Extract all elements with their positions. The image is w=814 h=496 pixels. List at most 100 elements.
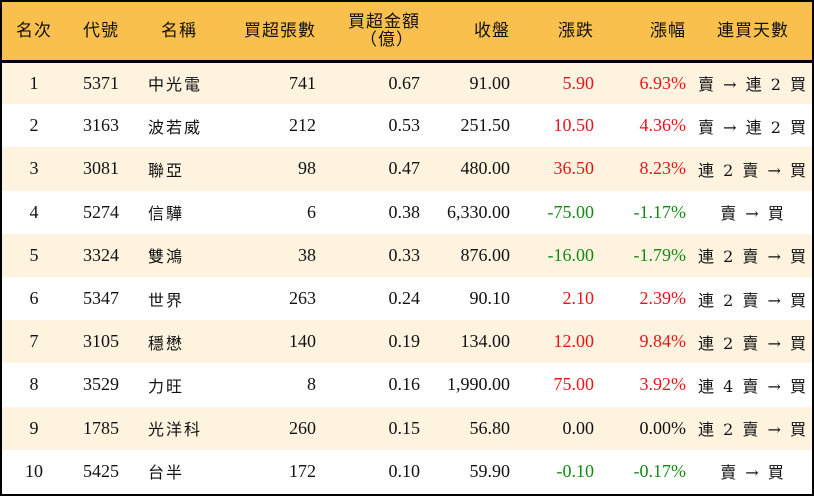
table-row[interactable]: 8 3529 力旺 8 0.16 1,990.00 75.00 3.92% 連 4 賣 → 買 <box>2 363 812 407</box>
table-row[interactable]: 1 5371 中光電 741 0.67 91.00 5.90 6.93% 賣 → 連 2 買 <box>2 61 812 105</box>
cell-change: -75.00 <box>547 201 595 222</box>
cell-code: 3324 <box>83 244 119 265</box>
header-rank: 名次 <box>16 20 52 41</box>
cell-net-buy-amount: 0.10 <box>388 460 421 481</box>
cell-net-buy-amount: 0.38 <box>388 201 421 222</box>
cell-rank: 4 <box>29 201 39 222</box>
cell-change-pct: 3.92% <box>639 374 687 395</box>
cell-net-buy-lots: 38 <box>298 244 316 265</box>
cell-change: 5.90 <box>562 72 595 93</box>
cell-name: 穩懋 <box>148 333 185 353</box>
cell-close: 59.90 <box>469 460 511 481</box>
cell-name: 波若威 <box>148 117 203 137</box>
header-net-buy-amount: 買超金額 （億） <box>326 2 426 61</box>
table-header: 名次 代號 名稱 買超張數 買超金額 （億） 收盤 漲跌 漲幅 連買天數 <box>2 2 812 61</box>
cell-change-pct: 0.00% <box>639 417 687 438</box>
cell-change: 10.50 <box>553 115 595 136</box>
cell-buy-streak: 連 2 賣 → 買 <box>698 290 808 310</box>
cell-change-pct: 4.36% <box>639 115 687 136</box>
cell-net-buy-amount: 0.15 <box>388 417 421 438</box>
cell-rank: 2 <box>29 115 39 136</box>
cell-change-pct: 8.23% <box>639 158 687 179</box>
cell-net-buy-amount: 0.33 <box>388 244 421 265</box>
cell-name: 力旺 <box>148 376 185 396</box>
cell-close: 91.00 <box>469 72 511 93</box>
table-row[interactable]: 7 3105 穩懋 140 0.19 134.00 12.00 9.84% 連 2 賣 → 買 <box>2 320 812 364</box>
cell-net-buy-amount: 0.16 <box>388 374 421 395</box>
cell-name: 台半 <box>148 463 185 483</box>
cell-change-pct: 6.93% <box>639 72 687 93</box>
cell-buy-streak: 賣 → 買 <box>720 204 786 224</box>
cell-change: 12.00 <box>553 331 595 352</box>
cell-buy-streak: 賣 → 連 2 買 <box>698 117 808 137</box>
cell-net-buy-amount: 0.53 <box>388 115 421 136</box>
cell-code: 5274 <box>83 201 119 222</box>
cell-buy-streak: 連 4 賣 → 買 <box>698 376 808 396</box>
header-close: 收盤 <box>474 20 510 41</box>
cell-name: 光洋科 <box>148 420 203 440</box>
cell-rank: 3 <box>29 158 39 179</box>
cell-close: 90.10 <box>469 288 511 309</box>
cell-change: 75.00 <box>553 374 595 395</box>
cell-rank: 5 <box>29 244 39 265</box>
cell-close: 876.00 <box>460 244 511 265</box>
cell-close: 6,330.00 <box>447 201 510 222</box>
cell-net-buy-lots: 212 <box>289 115 316 136</box>
cell-change-pct: 2.39% <box>639 288 687 309</box>
cell-close: 134.00 <box>460 331 511 352</box>
table-row[interactable]: 5 3324 雙鴻 38 0.33 876.00 -16.00 -1.79% 連 2 賣 → 買 <box>2 233 812 277</box>
cell-change-pct: 9.84% <box>639 331 687 352</box>
cell-code: 5371 <box>83 72 119 93</box>
cell-code: 3081 <box>83 158 119 179</box>
cell-change: -0.10 <box>556 460 595 481</box>
cell-code: 3529 <box>83 374 119 395</box>
cell-buy-streak: 連 2 賣 → 買 <box>698 420 808 440</box>
cell-net-buy-lots: 263 <box>289 288 316 309</box>
cell-name: 信驊 <box>148 204 185 224</box>
table-row[interactable]: 2 3163 波若威 212 0.53 251.50 10.50 4.36% 賣 → 連 2 買 <box>2 104 812 148</box>
header-buy-streak: 連買天數 <box>717 20 789 41</box>
table-row[interactable]: 4 5274 信驊 6 0.38 6,330.00 -75.00 -1.17% 賣 → 買 <box>2 190 812 234</box>
cell-change: 2.10 <box>562 288 595 309</box>
cell-net-buy-lots: 6 <box>307 201 316 222</box>
header-code: 代號 <box>83 20 119 41</box>
cell-close: 1,990.00 <box>447 374 510 395</box>
table-row[interactable]: 9 1785 光洋科 260 0.15 56.80 0.00 0.00% 連 2 賣 → 買 <box>2 406 812 450</box>
cell-name: 雙鴻 <box>148 247 185 267</box>
table-row[interactable]: 3 3081 聯亞 98 0.47 480.00 36.50 8.23% 連 2 賣 → 買 <box>2 147 812 191</box>
cell-name: 中光電 <box>148 75 203 95</box>
header-name: 名稱 <box>161 20 197 41</box>
cell-code: 5425 <box>83 460 119 481</box>
cell-net-buy-amount: 0.47 <box>388 158 421 179</box>
cell-buy-streak: 連 2 賣 → 買 <box>698 333 808 353</box>
cell-rank: 6 <box>29 288 39 309</box>
cell-buy-streak: 賣 → 連 2 買 <box>698 75 808 95</box>
cell-change-pct: -1.17% <box>633 201 687 222</box>
cell-net-buy-amount: 0.67 <box>388 72 421 93</box>
header-change: 漲跌 <box>558 20 594 41</box>
cell-buy-streak: 連 2 賣 → 買 <box>698 247 808 267</box>
table-row[interactable]: 10 5425 台半 172 0.10 59.90 -0.10 -0.17% 賣 → 買 <box>2 449 812 493</box>
cell-change: 36.50 <box>553 158 595 179</box>
cell-close: 56.80 <box>469 417 511 438</box>
cell-code: 5347 <box>83 288 119 309</box>
header-change-pct: 漲幅 <box>650 20 686 41</box>
cell-close: 251.50 <box>460 115 511 136</box>
header-net-buy-amount-line2: （億） <box>360 29 414 50</box>
cell-net-buy-lots: 98 <box>298 158 316 179</box>
cell-rank: 9 <box>29 417 39 438</box>
cell-net-buy-lots: 172 <box>289 460 316 481</box>
cell-name: 聯亞 <box>148 160 185 180</box>
cell-code: 1785 <box>83 417 119 438</box>
cell-rank: 10 <box>25 460 43 481</box>
cell-rank: 8 <box>29 374 39 395</box>
cell-code: 3105 <box>83 331 119 352</box>
table-row[interactable]: 6 5347 世界 263 0.24 90.10 2.10 2.39% 連 2 賣 → 買 <box>2 276 812 321</box>
cell-change: -16.00 <box>547 244 595 265</box>
cell-change-pct: -0.17% <box>633 460 687 481</box>
cell-close: 480.00 <box>460 158 511 179</box>
cell-name: 世界 <box>148 290 185 310</box>
cell-net-buy-amount: 0.24 <box>388 288 421 309</box>
